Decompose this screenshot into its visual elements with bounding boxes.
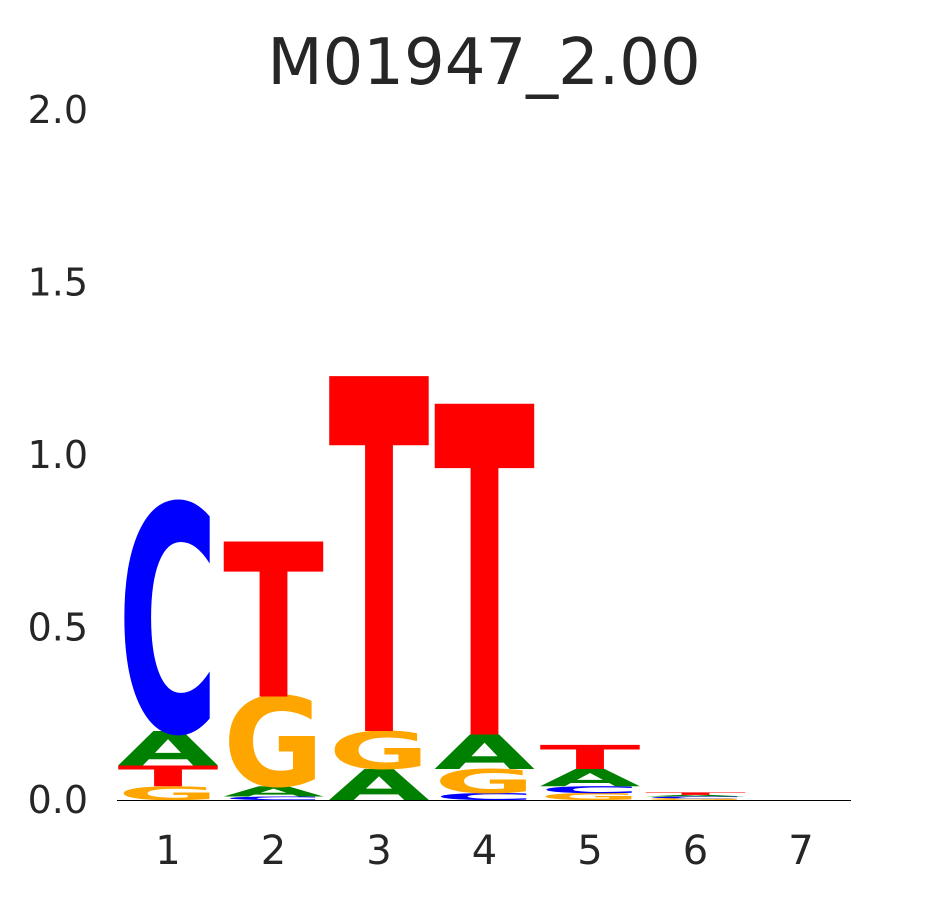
logo-letter-g: G — [540, 791, 641, 802]
y-tick-label: 2.0 — [28, 88, 88, 132]
logo-letter-g: G — [645, 798, 746, 801]
y-axis: 0.0 0.5 1.0 1.5 2.0 — [28, 88, 88, 822]
logo-letter-c: C — [645, 796, 746, 799]
logo-letter-g: G — [223, 672, 324, 815]
y-tick-label: 1.5 — [28, 261, 88, 305]
logo-letter-a: A — [118, 722, 219, 777]
x-tick-label: 1 — [155, 828, 180, 874]
logo-letter-t: T — [540, 738, 641, 777]
y-tick-label: 1.0 — [28, 433, 88, 477]
x-tick-label: 4 — [472, 828, 497, 874]
x-tick-label: 7 — [788, 828, 813, 874]
logo-letter-a: A — [434, 726, 535, 781]
logo-letter-t: T — [223, 500, 324, 747]
logo-letter-a: A — [223, 783, 324, 799]
logo-letter-t: T — [645, 792, 746, 796]
x-tick-label: 5 — [577, 828, 602, 874]
logo-letter-a: A — [645, 794, 746, 797]
y-tick-label: 0.5 — [28, 606, 88, 650]
logo-letter-t: T — [118, 760, 219, 793]
logo-letter-c: C — [540, 784, 641, 795]
logo-letter-g: G — [434, 763, 535, 802]
logo-letter-t: T — [329, 279, 431, 846]
logo-letter-a: A — [540, 765, 642, 792]
logo-letter-g: G — [118, 782, 219, 804]
x-axis: 1 2 3 4 5 6 7 — [155, 828, 813, 874]
y-tick-label: 0.0 — [28, 778, 88, 822]
logo-letter-g: G — [329, 721, 430, 782]
logo-letter-t: T — [434, 314, 536, 842]
x-tick-label: 2 — [261, 828, 286, 874]
logo-letter-a: A — [329, 761, 430, 811]
logo-letter-c: C — [118, 441, 219, 805]
logo-letter-c: C — [223, 796, 324, 801]
chart-title: M01947_2.00 — [267, 26, 700, 100]
logo-letter-c: C — [434, 791, 535, 802]
x-tick-label: 6 — [683, 828, 708, 874]
x-tick-label: 3 — [366, 828, 391, 874]
